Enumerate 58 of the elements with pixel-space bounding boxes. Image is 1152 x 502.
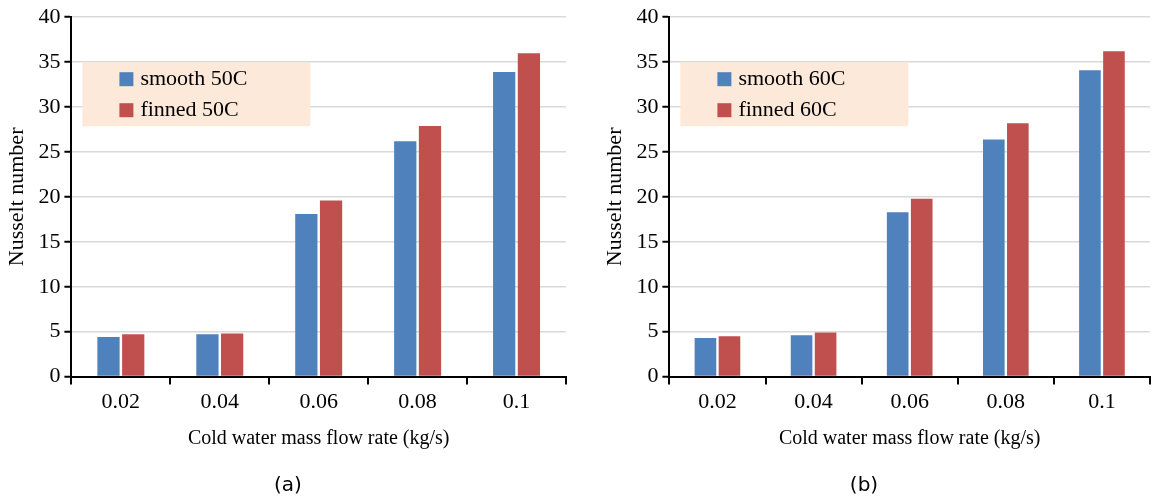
bar xyxy=(982,139,1005,376)
bar xyxy=(319,200,343,376)
y-tick-label: 40 xyxy=(38,2,61,28)
legend-label: finned 50C xyxy=(140,95,239,121)
text: (b) xyxy=(848,472,880,496)
bar xyxy=(394,141,417,376)
y-tick-label: 25 xyxy=(38,137,61,163)
y-axis-title: Nusselt number xyxy=(600,126,626,267)
bar xyxy=(97,337,120,376)
bar xyxy=(814,332,837,376)
legend-label: finned 60C xyxy=(738,95,837,121)
y-tick-label: 15 xyxy=(38,227,61,253)
x-axis-title: Cold water mass flow rate (kg/s) xyxy=(778,426,1041,450)
y-tick-label: 35 xyxy=(38,47,61,73)
legend-label: smooth 50C xyxy=(140,64,248,90)
bar xyxy=(1079,70,1101,376)
x-axis-title: Cold water mass flow rate (kg/s) xyxy=(187,426,450,450)
y-tick-label: 10 xyxy=(38,272,61,298)
legend-label: smooth 60C xyxy=(738,64,846,90)
bar xyxy=(122,334,145,376)
y-tick-label: 0 xyxy=(49,362,61,388)
bar xyxy=(1007,123,1029,376)
y-tick-label: 40 xyxy=(636,2,659,28)
x-tick-label: 0.04 xyxy=(794,387,833,413)
y-tick-label: 10 xyxy=(636,272,659,298)
y-tick-label: 20 xyxy=(636,182,659,208)
y-tick-label: 5 xyxy=(647,317,659,343)
x-tick-label: 0.06 xyxy=(299,387,338,413)
y-tick-label: 20 xyxy=(38,182,61,208)
bar xyxy=(718,336,741,376)
y-tick-label: 5 xyxy=(49,317,61,343)
x-tick-label: 0.02 xyxy=(101,387,141,413)
y-axis-title: Nusselt number xyxy=(2,126,28,267)
x-tick-label: 0.1 xyxy=(502,387,531,413)
bar xyxy=(1103,51,1125,376)
bar xyxy=(517,53,541,376)
bar xyxy=(418,125,442,376)
y-tick-label: 30 xyxy=(38,92,61,118)
y-tick-label: 15 xyxy=(636,227,659,253)
bar xyxy=(295,213,318,376)
y-tick-label: 25 xyxy=(636,137,659,163)
bar xyxy=(790,335,813,376)
bar xyxy=(221,333,244,376)
x-tick-label: 0.02 xyxy=(698,387,737,413)
bar xyxy=(910,198,933,376)
x-tick-label: 0.08 xyxy=(986,387,1026,413)
x-tick-label: 0.1 xyxy=(1088,387,1116,413)
bar xyxy=(493,72,516,376)
x-tick-label: 0.04 xyxy=(200,387,240,413)
bar xyxy=(694,337,717,376)
text: (a) xyxy=(273,472,303,496)
x-tick-label: 0.06 xyxy=(890,387,929,413)
y-tick-label: 30 xyxy=(636,92,659,118)
bar xyxy=(886,212,909,376)
bar xyxy=(196,334,219,376)
y-tick-label: 0 xyxy=(647,362,659,388)
x-tick-label: 0.08 xyxy=(398,387,437,413)
y-tick-label: 35 xyxy=(636,47,659,73)
